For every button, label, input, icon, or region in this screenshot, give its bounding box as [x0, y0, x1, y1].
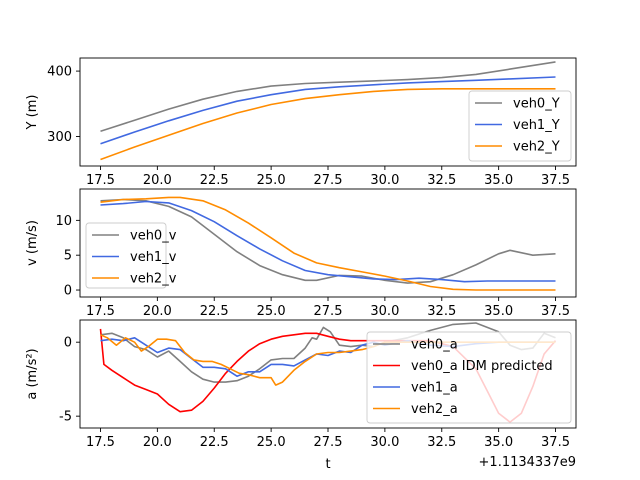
x-tick-label: 17.5: [86, 435, 115, 450]
x-tick-label: 30.0: [370, 304, 399, 319]
x-tick-label: 20.0: [143, 435, 172, 450]
x-tick-label: 30.0: [370, 173, 399, 188]
panel-position: 17.5 20.0 22.5 25.0 27.5 30.0 32.5 35.0 37.5 300 4…: [25, 57, 577, 188]
legend-label: veh2_v: [130, 272, 177, 287]
legend-label: veh2_a: [411, 402, 458, 417]
x-axis-offset-label: +1.1134337e9: [479, 455, 576, 470]
panel-velocity: 17.5 20.0 22.5 25.0 27.5 30.0 32.5 35.0 37.5 0 5 10…: [25, 188, 577, 319]
x-tick-label: 27.5: [314, 435, 343, 450]
x-tick-label: 30.0: [370, 435, 399, 450]
y-tick-label: 400: [47, 65, 72, 80]
legend-label: veh0_a: [411, 338, 458, 353]
x-tick-label: 37.5: [541, 435, 570, 450]
x-tick-label: 32.5: [427, 304, 456, 319]
x-tick-label: 22.5: [200, 435, 229, 450]
y-tick-label: 5: [64, 249, 72, 264]
x-tick-label: 25.0: [257, 435, 286, 450]
x-tick-label: 32.5: [427, 173, 456, 188]
legend-label: veh2_Y: [513, 140, 560, 155]
x-tick-label: 27.5: [314, 173, 343, 188]
panel-acceleration: 17.5 20.0 22.5 25.0 27.5 30.0 32.5 35.0 37.5 -5 0 a…: [25, 319, 577, 450]
series-line-veh0-Y: [100, 61, 556, 133]
y-tick-label: 300: [47, 130, 72, 145]
x-tick-label: 25.0: [257, 304, 286, 319]
series-line-veh2-v: [100, 196, 556, 291]
x-axis-label: t: [325, 457, 330, 472]
x-tick-label: 25.0: [257, 173, 286, 188]
y-axis-label: v (m/s): [25, 220, 40, 266]
x-tick-label: 35.0: [484, 173, 513, 188]
y-tick-label: -5: [59, 410, 72, 425]
x-tick-label: 37.5: [541, 173, 570, 188]
series-line-veh0-v: [100, 198, 556, 284]
x-tick-label: 20.0: [143, 173, 172, 188]
x-tick-label: 27.5: [314, 304, 343, 319]
legend-label: veh1_a: [411, 381, 458, 396]
series-line-veh1-v: [100, 200, 556, 283]
x-tick-label: 35.0: [484, 304, 513, 319]
x-tick-label: 32.5: [427, 435, 456, 450]
x-tick-label: 37.5: [541, 304, 570, 319]
x-tick-label: 17.5: [86, 173, 115, 188]
series-line-veh1-Y: [100, 76, 556, 145]
y-axis-label: a (m/s²): [25, 348, 40, 399]
y-axis-label: Y (m): [25, 95, 40, 131]
legend-box: [468, 90, 572, 162]
legend-label: veh0_Y: [513, 97, 560, 112]
legend-label: veh0_v: [130, 229, 177, 244]
y-tick-label: 0: [64, 284, 72, 299]
legend-box: [366, 331, 572, 424]
legend-label: veh1_v: [130, 250, 177, 265]
x-tick-label: 35.0: [484, 435, 513, 450]
series-line-veh2-Y: [100, 88, 556, 161]
legend-label: veh1_Y: [513, 118, 560, 133]
legend-label: veh0_a IDM predicted: [411, 359, 553, 374]
x-tick-label: 20.0: [143, 304, 172, 319]
legend-box: [85, 222, 167, 289]
x-tick-label: 17.5: [86, 304, 115, 319]
x-tick-label: 22.5: [200, 173, 229, 188]
series-line-veh0-a: [100, 322, 556, 383]
y-tick-label: 0: [64, 336, 72, 351]
y-tick-label: 10: [55, 214, 72, 229]
x-tick-label: 22.5: [200, 304, 229, 319]
